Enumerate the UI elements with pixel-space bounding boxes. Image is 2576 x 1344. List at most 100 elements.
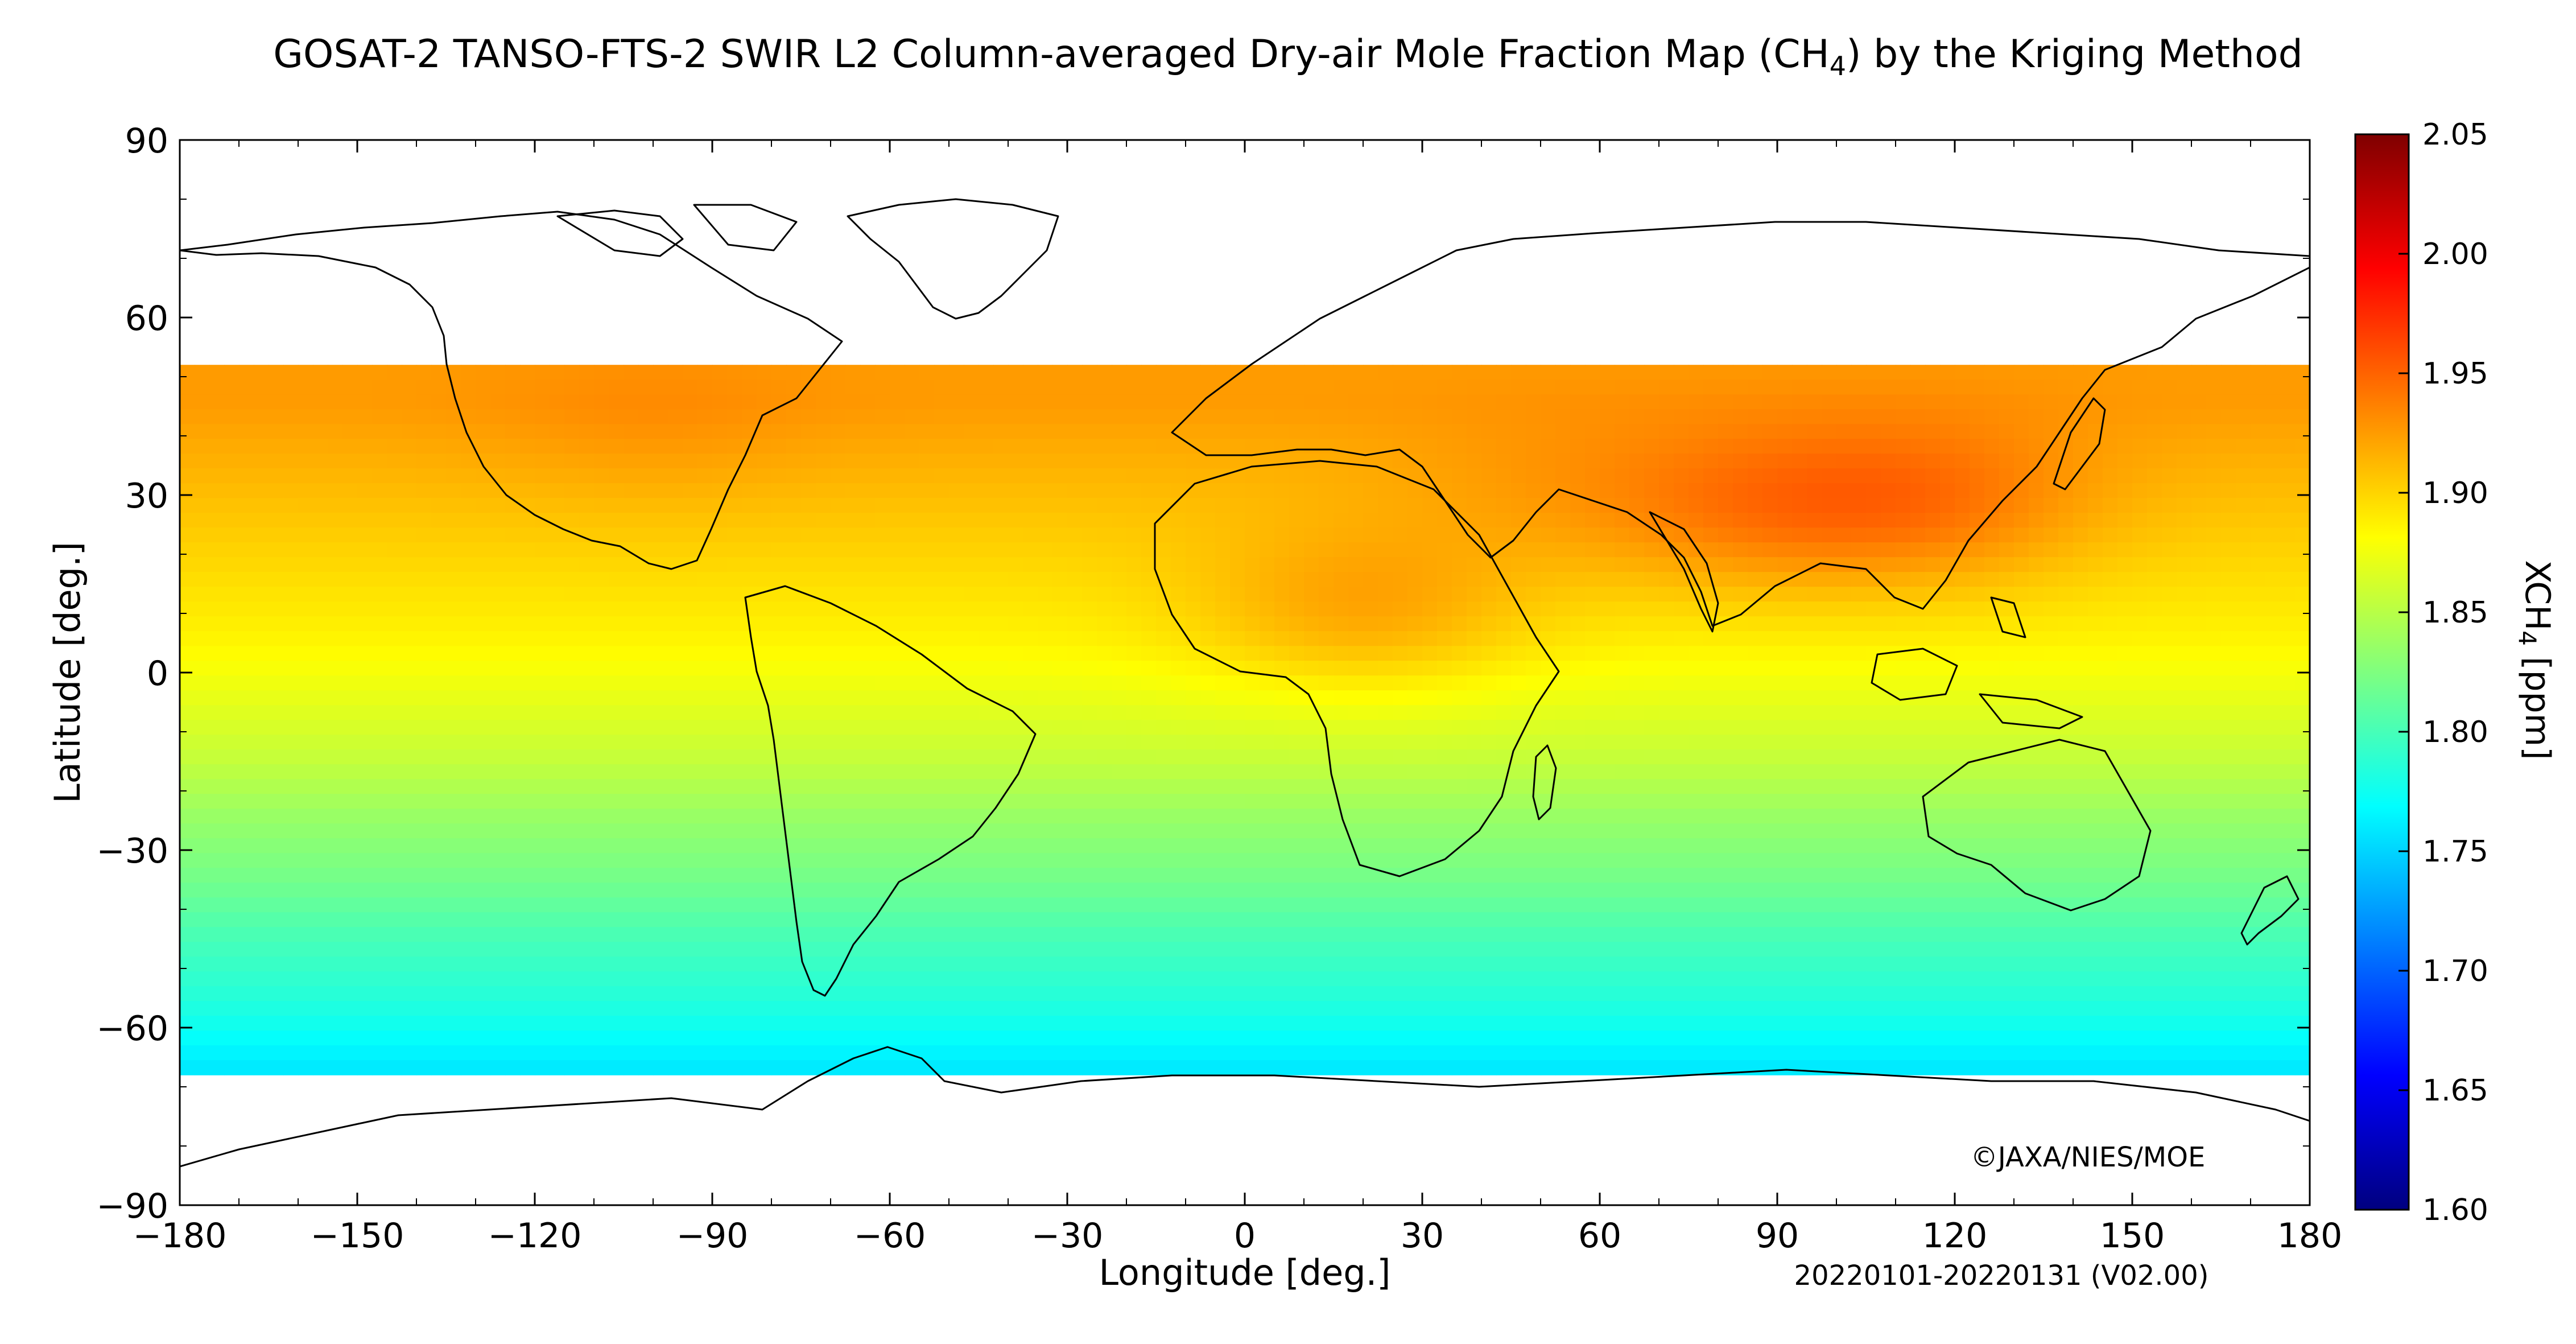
heatmap-cell [1541, 572, 1556, 587]
heatmap-cell [1792, 735, 1807, 750]
heatmap-cell [1082, 631, 1097, 646]
heatmap-cell [1984, 483, 2000, 498]
heatmap-cell [1230, 631, 1245, 646]
heatmap-cell [387, 601, 402, 617]
heatmap-cell [964, 868, 979, 883]
heatmap-cell [771, 542, 787, 558]
heatmap-cell [1038, 424, 1053, 439]
heatmap-cell [1600, 646, 1615, 661]
heatmap-cell [387, 720, 402, 735]
heatmap-cell [816, 572, 831, 587]
heatmap-cell [2162, 380, 2177, 395]
heatmap-cell [298, 809, 313, 824]
heatmap-cell [727, 809, 742, 824]
heatmap-cell [461, 779, 476, 794]
heatmap-cell [328, 394, 343, 410]
heatmap-cell [1067, 675, 1083, 691]
heatmap-cell [1496, 646, 1512, 661]
heatmap-cell [919, 809, 935, 824]
heatmap-cell [609, 661, 624, 676]
heatmap-cell [1230, 690, 1245, 706]
heatmap-cell [1925, 365, 1941, 380]
heatmap-cell [919, 542, 935, 558]
heatmap-cell [579, 661, 595, 676]
heatmap-cell [387, 616, 402, 632]
heatmap-cell [934, 675, 950, 691]
heatmap-cell [1792, 631, 1807, 646]
heatmap-cell [180, 838, 195, 854]
heatmap-cell [2206, 809, 2222, 824]
heatmap-cell [283, 542, 299, 558]
heatmap-cell [757, 365, 772, 380]
heatmap-cell [269, 542, 284, 558]
heatmap-cell [1126, 424, 1142, 439]
heatmap-cell [1733, 720, 1748, 735]
heatmap-cell [1777, 735, 1793, 750]
heatmap-cell [1733, 853, 1748, 868]
heatmap-cell [1689, 823, 1704, 839]
heatmap-cell [1422, 542, 1438, 558]
heatmap-cell [209, 572, 225, 587]
heatmap-cell [1674, 409, 1689, 424]
heatmap-cell [786, 838, 802, 854]
heatmap-cell [624, 616, 639, 632]
heatmap-cell [520, 705, 535, 720]
heatmap-cell [2073, 720, 2088, 735]
heatmap-cell [1570, 720, 1586, 735]
heatmap-cell [668, 513, 683, 528]
heatmap-cell [2132, 468, 2148, 484]
heatmap-cell [1585, 601, 1600, 617]
heatmap-cell [771, 572, 787, 587]
heatmap-cell [1097, 690, 1112, 706]
heatmap-cell [2251, 483, 2266, 498]
heatmap-cell [1881, 454, 1896, 469]
heatmap-cell [905, 424, 920, 439]
heatmap-cell [2221, 631, 2236, 646]
heatmap-cell [668, 853, 683, 868]
heatmap-cell [905, 749, 920, 765]
heatmap-cell [298, 424, 313, 439]
heatmap-cell [1200, 838, 1216, 854]
heatmap-cell [2147, 631, 2162, 646]
heatmap-cell [786, 794, 802, 809]
heatmap-cell [269, 468, 284, 484]
heatmap-cell [624, 527, 639, 543]
heatmap-cell [2014, 542, 2029, 558]
heatmap-cell [786, 809, 802, 824]
heatmap-cell [2162, 601, 2177, 617]
heatmap-cell [1407, 690, 1423, 706]
heatmap-cell [254, 809, 269, 824]
heatmap-cell [2132, 764, 2148, 780]
heatmap-cell [2058, 483, 2074, 498]
heatmap-cell [209, 735, 225, 750]
heatmap-cell [1999, 809, 2014, 824]
heatmap-cell [624, 705, 639, 720]
heatmap-cell [2029, 646, 2044, 661]
heatmap-cell [1748, 853, 1763, 868]
heatmap-cell [446, 838, 461, 854]
heatmap-cell [786, 409, 802, 424]
heatmap-cell [831, 661, 846, 676]
heatmap-cell [550, 601, 565, 617]
heatmap-cell [1467, 661, 1482, 676]
heatmap-cell [816, 661, 831, 676]
heatmap-cell [653, 365, 668, 380]
heatmap-cell [446, 409, 461, 424]
heatmap-cell [328, 513, 343, 528]
heatmap-cell [1260, 779, 1275, 794]
heatmap-cell [1984, 424, 2000, 439]
heatmap-cell [1363, 764, 1378, 780]
heatmap-cell [2206, 439, 2222, 454]
heatmap-cell [1467, 690, 1482, 706]
heatmap-cell [1067, 498, 1083, 513]
heatmap-cell [1171, 454, 1186, 469]
heatmap-cell [1615, 705, 1630, 720]
heatmap-cell [1245, 868, 1260, 883]
heatmap-cell [1038, 675, 1053, 691]
heatmap-cell [1748, 454, 1763, 469]
heatmap-cell [476, 616, 491, 632]
heatmap-cell [1718, 794, 1733, 809]
heatmap-cell [1940, 631, 1955, 646]
heatmap-cell [1836, 838, 1852, 854]
heatmap-cell [609, 365, 624, 380]
